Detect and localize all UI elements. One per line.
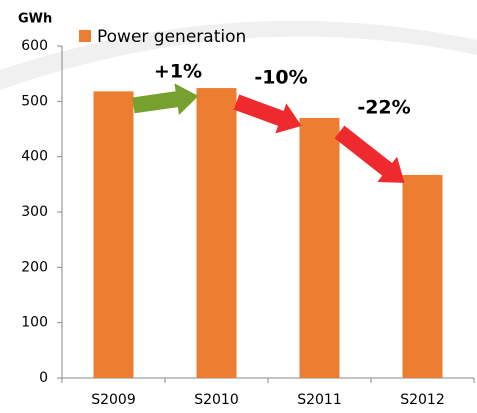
x-tick-label: S2010 — [194, 392, 239, 408]
x-tick-label: S2011 — [297, 392, 342, 408]
bar — [299, 117, 340, 378]
y-tick-label: 100 — [21, 315, 48, 331]
bar — [93, 91, 134, 378]
background-swoosh — [0, 20, 477, 91]
legend-swatch — [79, 30, 91, 42]
bar — [402, 174, 443, 378]
x-tick-label: S2012 — [400, 392, 445, 408]
x-tick-label: S2009 — [91, 392, 136, 408]
y-tick-label: 600 — [21, 38, 48, 54]
annotation: +1% — [154, 61, 202, 83]
y-tick-label: 500 — [21, 93, 48, 109]
y-tick-label: 300 — [21, 204, 48, 220]
trend-arrow — [132, 83, 199, 116]
y-tick-label: 0 — [39, 370, 48, 386]
y-tick-label: 200 — [21, 259, 48, 275]
y-axis-label: GWh — [18, 12, 52, 27]
trend-arrow — [334, 125, 405, 183]
bar — [196, 88, 237, 378]
legend-label: Power generation — [97, 27, 246, 47]
y-tick-label: 400 — [21, 149, 48, 165]
annotation: -22% — [357, 96, 410, 118]
trend-arrow — [233, 94, 302, 134]
annotation: -10% — [254, 67, 307, 89]
